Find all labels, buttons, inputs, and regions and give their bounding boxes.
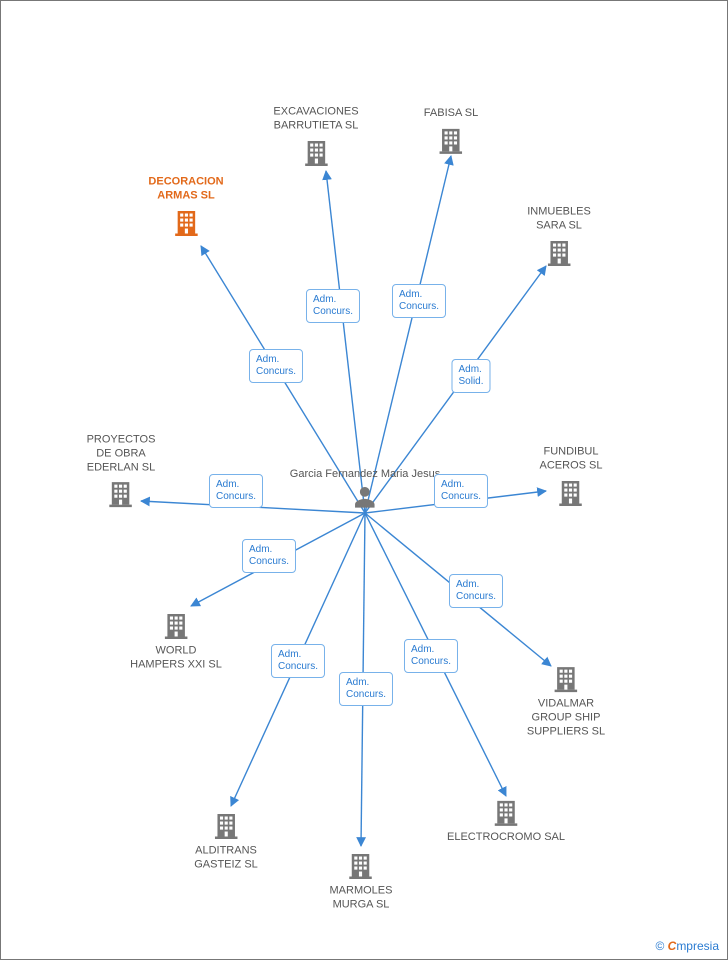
building-icon	[106, 479, 136, 509]
company-node-marmoles: MARMOLESMURGA SL	[330, 850, 393, 912]
company-node-fabisa: FABISA SL	[424, 107, 478, 155]
building-icon	[171, 207, 201, 237]
building-icon	[556, 477, 586, 507]
company-label: MARMOLESMURGA SL	[330, 884, 393, 912]
edge-label: Adm.Concurs.	[306, 289, 360, 323]
company-label: EXCAVACIONESBARRUTIETA SL	[273, 105, 358, 133]
company-label: WORLDHAMPERS XXI SL	[130, 644, 222, 672]
company-label: ALDITRANSGASTEIZ SL	[194, 844, 258, 872]
edge-label: Adm.Solid.	[451, 359, 490, 393]
edge-label: Adm.Concurs.	[271, 644, 325, 678]
person-icon	[352, 484, 378, 510]
diagram-canvas: DECORACIONARMAS SL EXCAVACIONESBARRUTIET…	[0, 0, 728, 960]
building-icon	[544, 237, 574, 267]
edge-label: Adm.Concurs.	[339, 672, 393, 706]
building-icon	[491, 797, 521, 827]
company-node-alditrans: ALDITRANSGASTEIZ SL	[194, 810, 258, 872]
footer-credit: © Cmpresia	[655, 939, 719, 953]
edge-label: Adm.Concurs.	[404, 639, 458, 673]
edge-label: Adm.Concurs.	[209, 474, 263, 508]
edge-label: Adm.Concurs.	[242, 539, 296, 573]
building-icon	[301, 137, 331, 167]
company-node-inmuebles: INMUEBLESSARA SL	[527, 205, 591, 267]
edge-label: Adm.Concurs.	[392, 284, 446, 318]
company-node-excavaciones: EXCAVACIONESBARRUTIETA SL	[273, 105, 358, 167]
company-node-world: WORLDHAMPERS XXI SL	[130, 610, 222, 672]
company-label: INMUEBLESSARA SL	[527, 205, 591, 233]
company-label: FABISA SL	[424, 107, 478, 121]
building-icon	[551, 663, 581, 693]
company-node-fundibul: FUNDIBULACEROS SL	[540, 445, 603, 507]
company-node-proyectos: PROYECTOSDE OBRAEDERLAN SL	[87, 433, 156, 508]
building-icon	[211, 810, 241, 840]
edge-label: Adm.Concurs.	[249, 349, 303, 383]
company-label: VIDALMARGROUP SHIPSUPPLIERS SL	[527, 697, 605, 738]
edge-label: Adm.Concurs.	[449, 574, 503, 608]
company-node-electro: ELECTROCROMO SAL	[447, 797, 565, 845]
company-node-decoracion: DECORACIONARMAS SL	[148, 175, 223, 237]
building-icon	[161, 610, 191, 640]
copyright-symbol: ©	[655, 939, 664, 953]
brand-rest: mpresia	[676, 939, 719, 953]
brand-initial: C	[668, 939, 677, 953]
edge-line	[326, 171, 365, 513]
center-person-node: Garcia Fernandez Maria Jesus	[290, 468, 440, 515]
edge-label: Adm.Concurs.	[434, 474, 488, 508]
center-label: Garcia Fernandez Maria Jesus	[290, 468, 440, 482]
edge-line	[365, 156, 451, 513]
building-icon	[436, 125, 466, 155]
building-icon	[346, 850, 376, 880]
company-label: FUNDIBULACEROS SL	[540, 445, 603, 473]
company-label: ELECTROCROMO SAL	[447, 831, 565, 845]
company-label: PROYECTOSDE OBRAEDERLAN SL	[87, 433, 156, 474]
company-label: DECORACIONARMAS SL	[148, 175, 223, 203]
company-node-vidalmar: VIDALMARGROUP SHIPSUPPLIERS SL	[527, 663, 605, 738]
